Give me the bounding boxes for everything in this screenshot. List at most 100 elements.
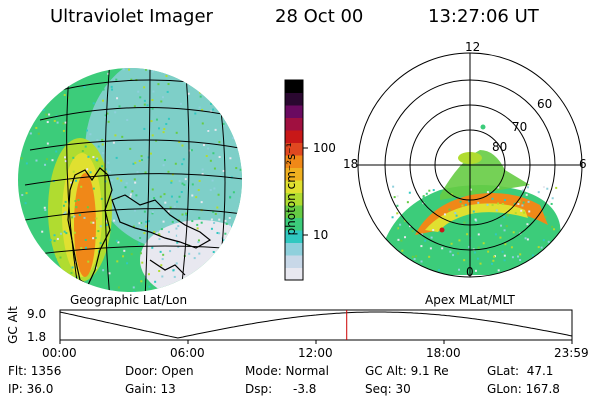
speckle (420, 268, 423, 271)
speckle (167, 230, 170, 233)
speckle (225, 222, 228, 225)
speckle (540, 246, 543, 249)
speckle (474, 269, 477, 272)
speckle (173, 205, 176, 208)
speckle (198, 216, 201, 219)
speckle (140, 280, 143, 283)
speckle (101, 138, 104, 141)
speckle (218, 155, 221, 158)
speckle (216, 261, 219, 264)
speckle (25, 162, 28, 165)
speckle (162, 220, 165, 223)
colorbar-tick-label-10: 10 (313, 228, 329, 242)
speckle (479, 262, 482, 265)
speckle (126, 262, 129, 265)
speckle (130, 253, 133, 256)
speckle (25, 192, 28, 195)
speckle (232, 191, 235, 194)
speckle (51, 159, 54, 162)
speckle (104, 114, 107, 117)
speckle (40, 78, 43, 81)
speckle (42, 87, 45, 90)
speckle (231, 225, 234, 228)
altitude-x-tick-2359: 23:59 (554, 346, 589, 360)
speckle (157, 83, 160, 86)
speckle (499, 247, 502, 250)
speckle (230, 258, 233, 261)
speckle (511, 256, 514, 259)
speckle (169, 206, 172, 209)
speckle (170, 195, 173, 198)
speckle (218, 103, 221, 106)
speckle (520, 209, 523, 212)
speckle (231, 282, 234, 285)
speckle (401, 249, 404, 252)
speckle (176, 288, 179, 291)
speckle (524, 237, 527, 240)
speckle (438, 200, 441, 203)
speckle (546, 187, 549, 190)
speckle (213, 283, 216, 286)
speckle (552, 228, 555, 231)
speckle (52, 276, 55, 279)
speckle (548, 200, 551, 203)
speckle (424, 239, 427, 242)
speckle (54, 258, 57, 261)
speckle (151, 107, 154, 110)
speckle (177, 245, 180, 248)
altitude-x-ticks (59, 340, 573, 344)
speckle (542, 186, 545, 189)
speckle (41, 274, 44, 277)
speckle (167, 210, 170, 213)
speckle (506, 214, 509, 217)
speckle (138, 242, 141, 245)
speckle (173, 221, 176, 224)
speckle (501, 250, 504, 253)
speckle (43, 206, 46, 209)
speckle (36, 89, 39, 92)
speckle (37, 132, 40, 135)
auroral-oval-ridge (425, 203, 528, 232)
speckle (224, 219, 227, 222)
speckle (191, 220, 194, 223)
speckle (28, 130, 31, 133)
speckle (390, 257, 393, 260)
speckle (505, 225, 508, 228)
speckle (512, 231, 515, 234)
speckle (549, 259, 552, 262)
lat-label-60: 60 (537, 97, 553, 111)
speckle (492, 259, 495, 262)
speckle (220, 110, 223, 113)
speckle (185, 212, 188, 215)
speckle (111, 88, 114, 91)
colorbar-swatch (285, 155, 303, 168)
speckle (129, 195, 132, 198)
speckle (158, 238, 161, 241)
speckle (486, 203, 489, 206)
colorbar-swatch (285, 242, 303, 256)
status-glat: GLat: 47.1 (487, 364, 554, 378)
speckle (149, 152, 152, 155)
speckle (62, 122, 65, 125)
status-dsp-label: Dsp: (245, 382, 273, 396)
speckle (210, 227, 213, 230)
colorbar-swatch (285, 180, 303, 193)
speckle (526, 186, 529, 189)
speckle (239, 202, 242, 205)
speckle (450, 193, 453, 196)
speckle (64, 156, 67, 159)
speckle (64, 160, 67, 163)
speckle (158, 127, 161, 130)
speckle (117, 264, 120, 267)
speckle (238, 113, 241, 116)
speckle (181, 182, 184, 185)
speckle (92, 102, 95, 105)
speckle (157, 230, 160, 233)
speckle (221, 79, 224, 82)
speckle (155, 139, 158, 142)
speckle (92, 237, 95, 240)
speckle (86, 129, 89, 132)
speckle (21, 193, 24, 196)
speckle (121, 135, 124, 138)
speckle (182, 158, 185, 161)
